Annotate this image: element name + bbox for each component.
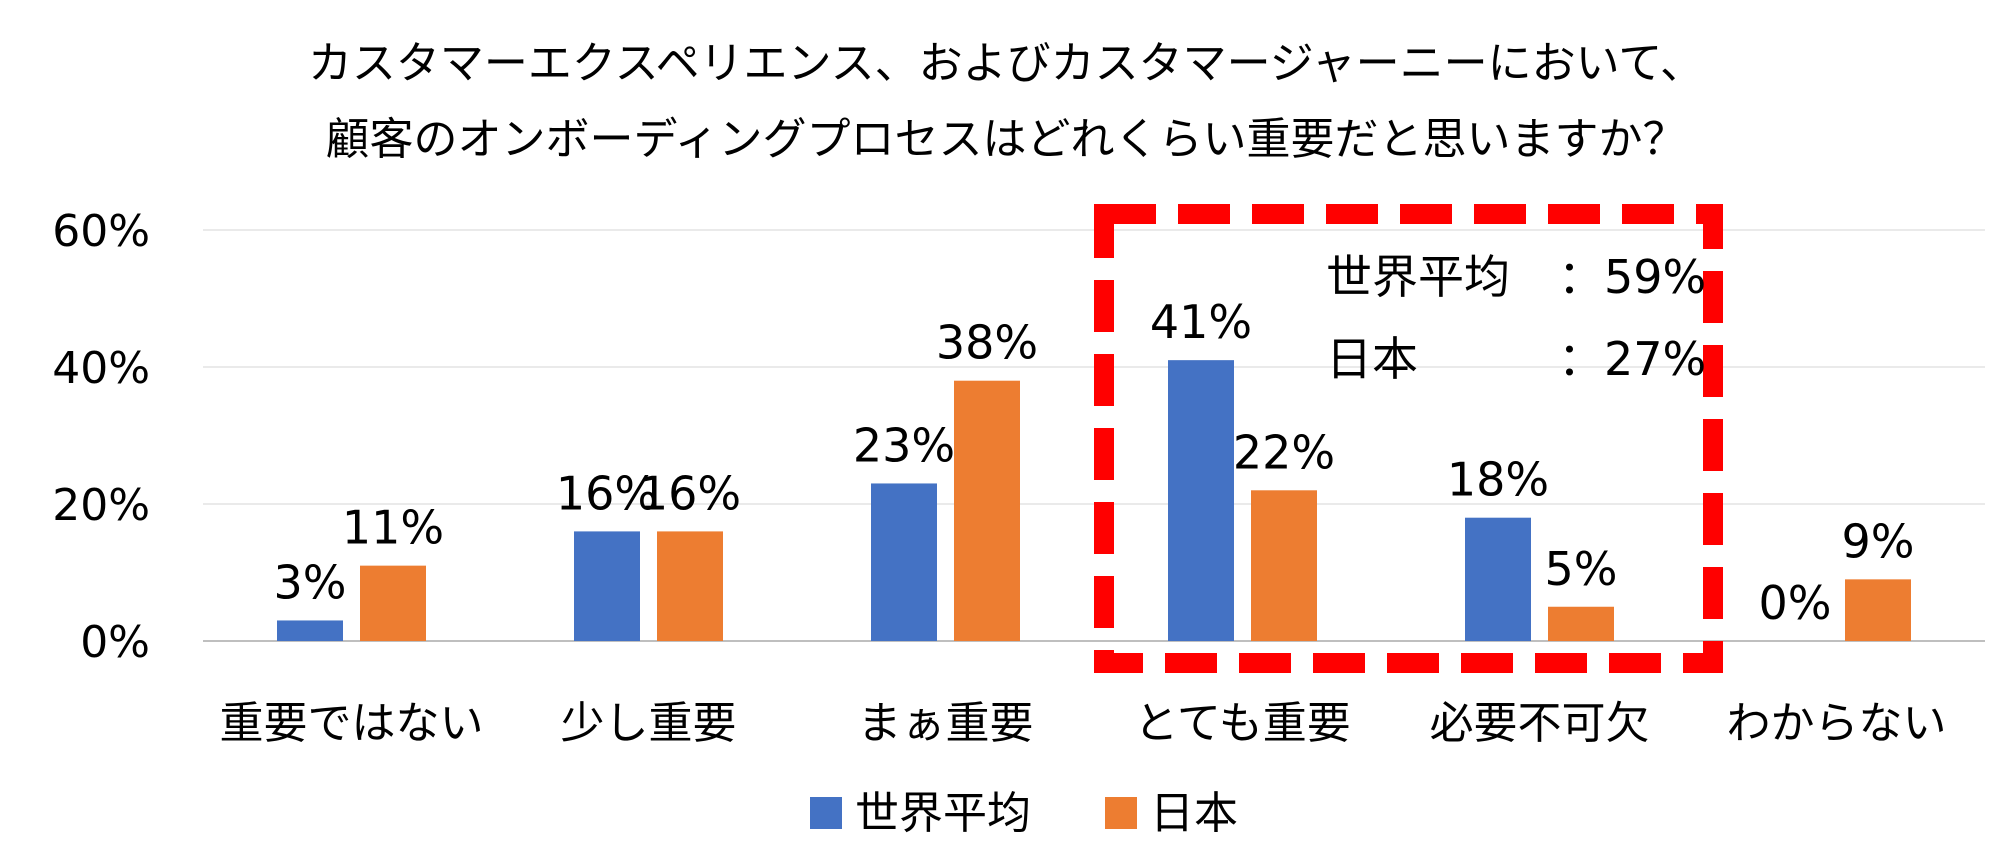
highlight-box <box>1094 204 1723 673</box>
x-category-label: まぁ重要 <box>858 698 1034 749</box>
chart-title-line-2: 顧客のオンボーディングプロセスはどれくらい重要だと思いますか？ <box>325 114 1687 165</box>
legend-swatch-world <box>810 797 842 829</box>
legend-label: 世界平均 <box>855 788 1031 839</box>
data-label: 22% <box>1233 425 1335 479</box>
highlight-note-label: 日本 <box>1326 332 1418 386</box>
x-category-label: 重要ではない <box>220 698 484 749</box>
y-tick-label: 0% <box>80 617 150 668</box>
data-label: 9% <box>1842 514 1915 568</box>
x-category-label: とても重要 <box>1134 698 1350 749</box>
bar-japan-0 <box>360 565 426 641</box>
bar-japan-5 <box>1845 579 1911 641</box>
x-category-label: わからない <box>1727 698 1947 749</box>
highlight-note-value: ：27% <box>1558 332 1706 386</box>
data-label: 3% <box>274 555 347 609</box>
y-tick-label: 20% <box>52 480 150 531</box>
y-tick-label: 60% <box>52 206 150 257</box>
data-label: 5% <box>1545 542 1618 596</box>
legend-label: 日本 <box>1150 788 1238 839</box>
data-label: 41% <box>1150 295 1252 349</box>
data-label: 38% <box>936 316 1038 370</box>
bar-world-0 <box>277 620 343 641</box>
bar-world-1 <box>574 531 640 641</box>
y-tick-label: 40% <box>52 343 150 394</box>
bar-world-3 <box>1168 360 1234 641</box>
data-label: 16% <box>556 466 658 520</box>
data-label: 11% <box>342 501 444 555</box>
data-label: 0% <box>1759 576 1832 630</box>
bar-japan-1 <box>657 531 723 641</box>
bar-japan-2 <box>954 380 1020 641</box>
data-label: 23% <box>853 418 955 472</box>
bar-japan-4 <box>1548 606 1614 641</box>
data-label: 16% <box>639 466 741 520</box>
bar-world-4 <box>1465 517 1531 641</box>
data-label: 18% <box>1447 453 1549 507</box>
x-category-label: 必要不可欠 <box>1430 698 1650 749</box>
highlight-note-value: ：59% <box>1558 250 1706 304</box>
x-category-label: 少し重要 <box>561 698 737 749</box>
legend-swatch-japan <box>1105 797 1137 829</box>
bar-world-2 <box>871 483 937 641</box>
bar-japan-3 <box>1251 490 1317 641</box>
highlight-note-label: 世界平均 <box>1326 250 1510 304</box>
chart-title-line-1: カスタマーエクスペリエンス、およびカスタマージャーニーにおいて、 <box>307 38 1705 89</box>
